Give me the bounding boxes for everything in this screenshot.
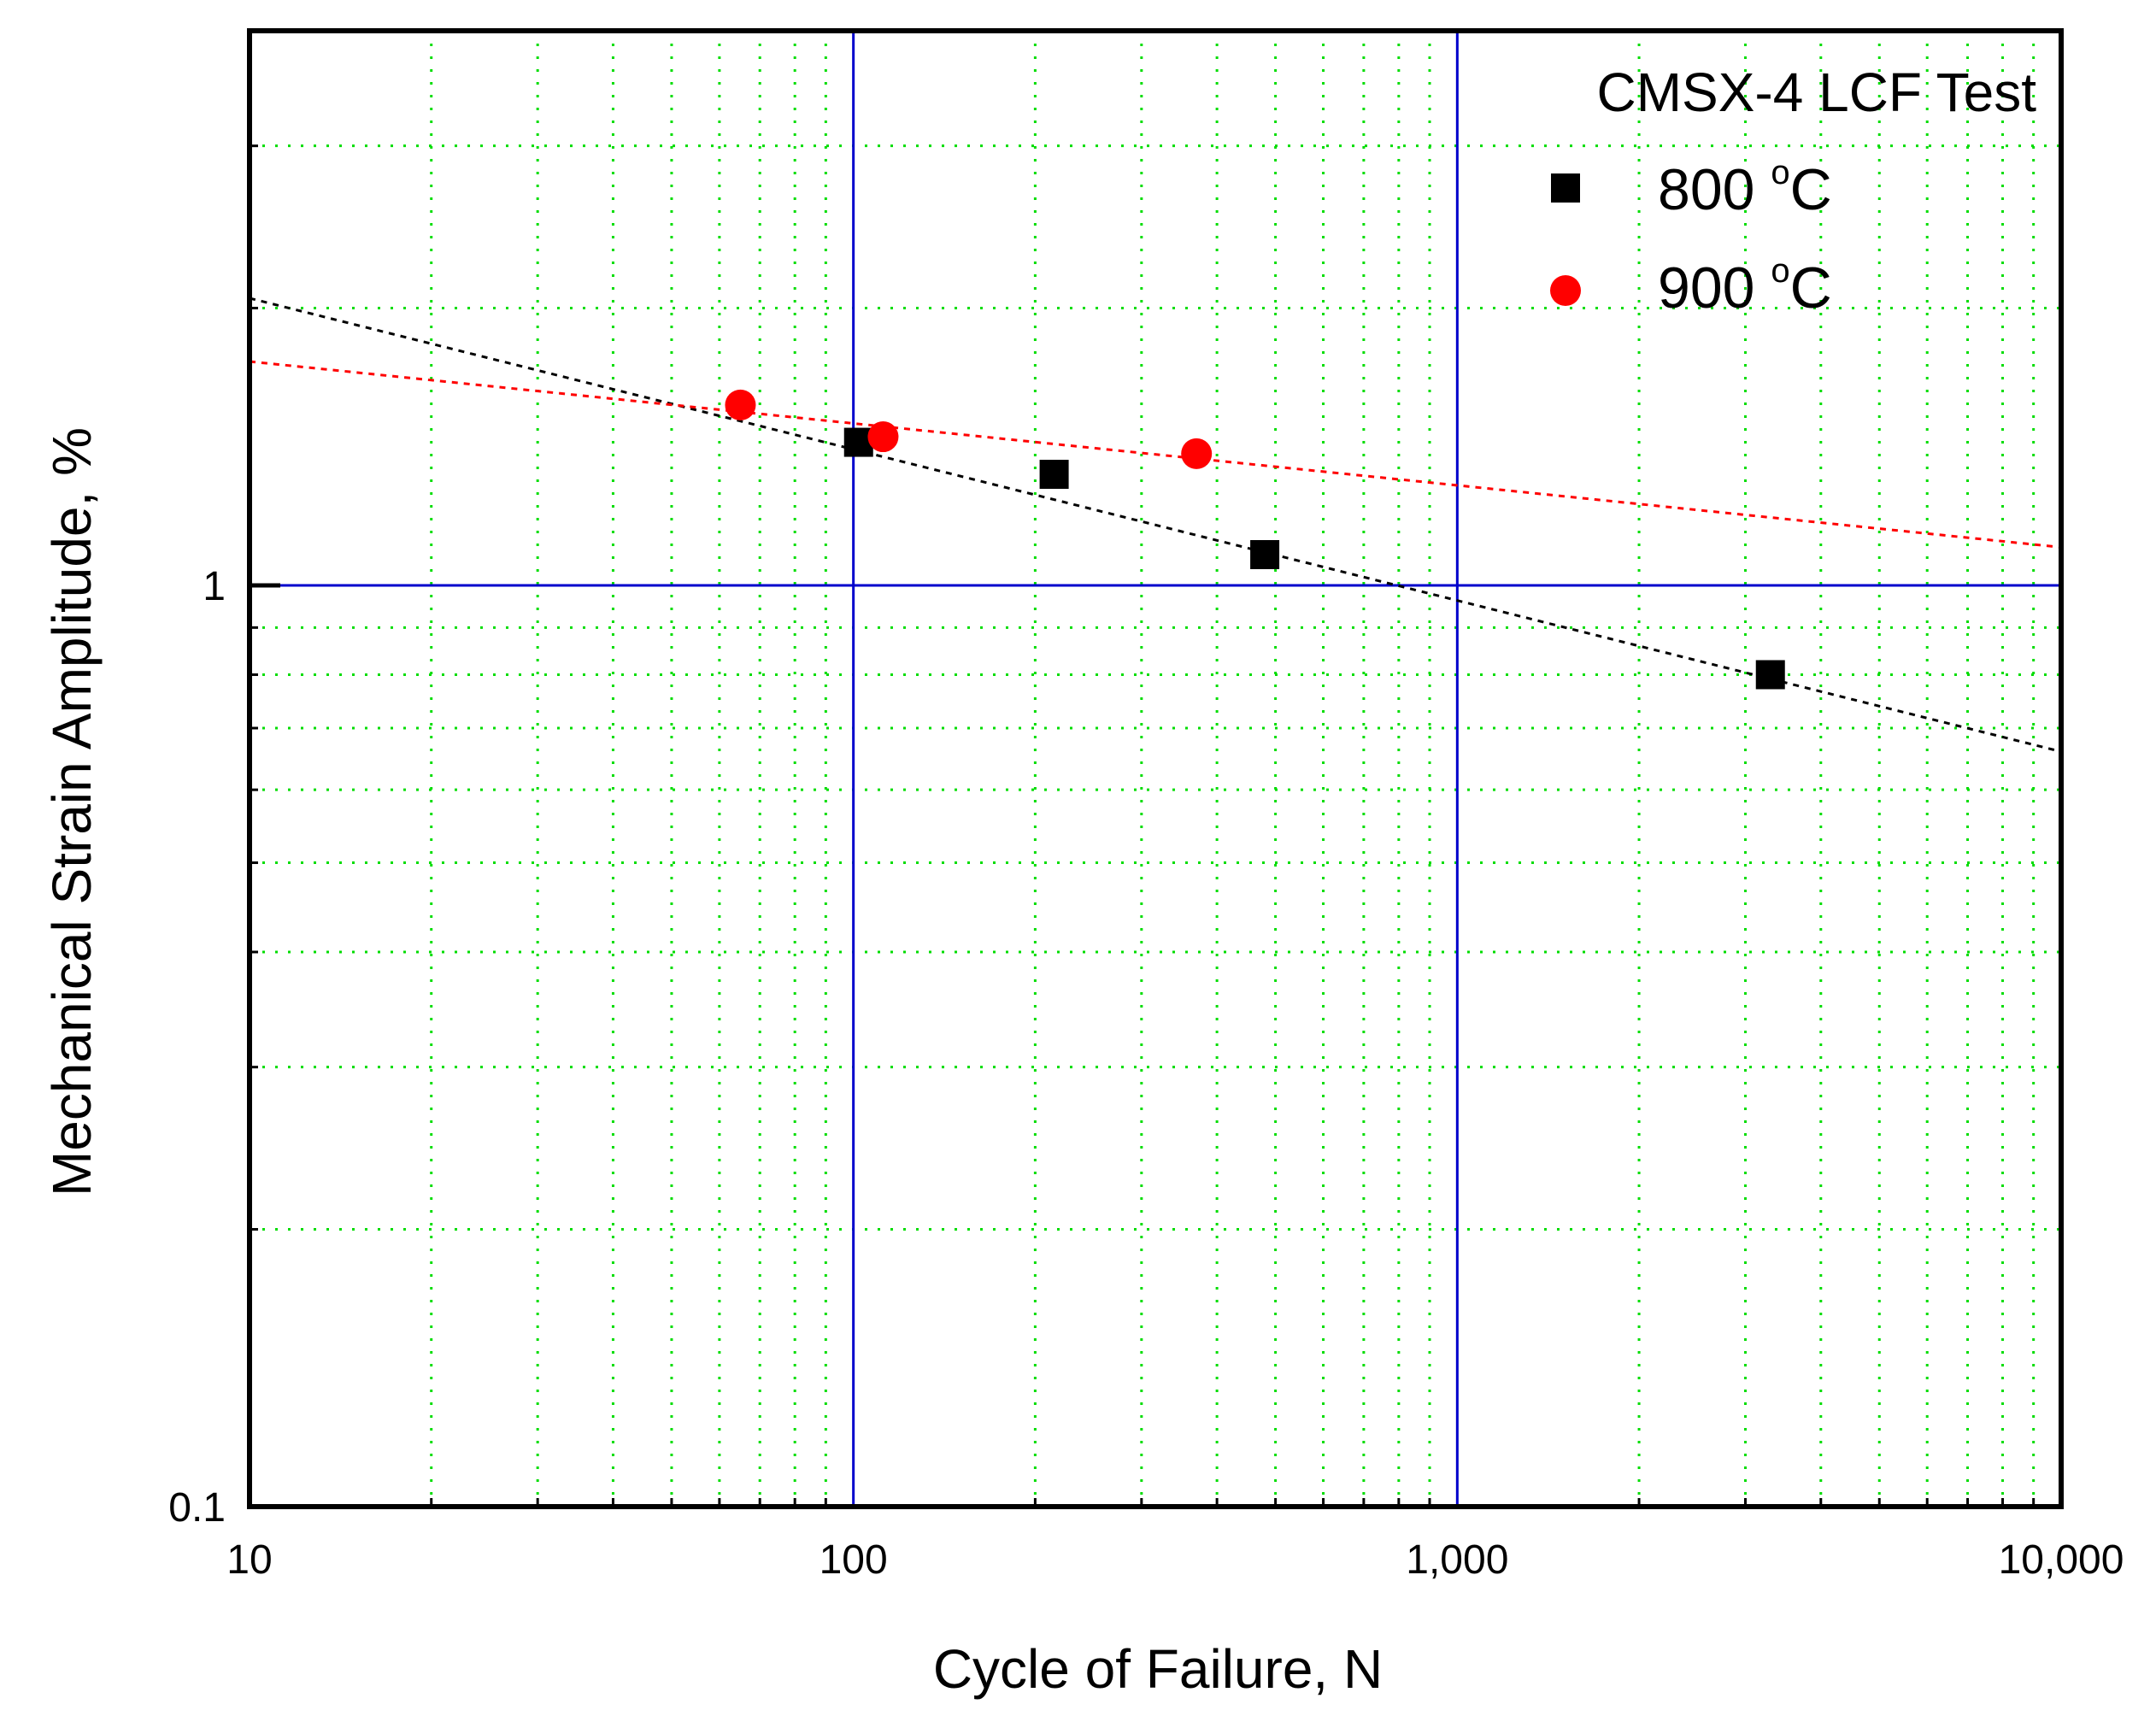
point-800 bbox=[1039, 460, 1069, 490]
point-900 bbox=[1181, 438, 1213, 469]
x-axis-title: Cycle of Failure, N bbox=[933, 1638, 1383, 1700]
point-800 bbox=[1250, 539, 1280, 569]
data-points bbox=[725, 389, 1785, 690]
legend-800-spacer bbox=[1754, 157, 1771, 222]
legend-800-degree: o bbox=[1771, 154, 1789, 191]
point-800 bbox=[1755, 660, 1785, 690]
legend-900-spacer bbox=[1754, 256, 1771, 320]
y-axis-title: Mechanical Strain Amplitude, % bbox=[41, 427, 103, 1196]
legend: CMSX-4 LCF Test 800 oC 900 oC bbox=[1550, 62, 2036, 320]
point-900 bbox=[725, 389, 756, 420]
x-tick-label: 100 bbox=[820, 1537, 888, 1583]
x-tick-label: 1,000 bbox=[1406, 1537, 1508, 1583]
legend-900-value: 900 bbox=[1658, 256, 1754, 320]
trend-line-900 bbox=[249, 360, 2062, 549]
x-tick-label: 10,000 bbox=[1999, 1537, 2124, 1583]
legend-800-unit: C bbox=[1790, 157, 1832, 222]
legend-marker-900 bbox=[1550, 275, 1581, 306]
trend-lines bbox=[249, 297, 2062, 753]
legend-900-degree: o bbox=[1771, 252, 1789, 290]
major-grid bbox=[250, 31, 2061, 1507]
x-tick-label: 10 bbox=[226, 1537, 272, 1583]
y-tick-label: 0.1 bbox=[168, 1485, 226, 1531]
axis-ticks bbox=[250, 144, 2036, 1507]
minor-grid bbox=[250, 31, 2061, 1507]
legend-label-900: 900 oC bbox=[1658, 252, 1832, 320]
legend-title: CMSX-4 LCF Test bbox=[1597, 62, 2037, 123]
trend-line-800 bbox=[249, 297, 2062, 753]
point-900 bbox=[867, 421, 899, 453]
legend-900-unit: C bbox=[1790, 256, 1832, 320]
plot-frame bbox=[247, 28, 2064, 1509]
y-tick-label: 1 bbox=[203, 564, 226, 609]
legend-800-value: 800 bbox=[1658, 157, 1754, 222]
legend-label-800: 800 oC bbox=[1658, 154, 1832, 222]
y-tick-labels: 0.11 bbox=[168, 564, 226, 1531]
legend-marker-800 bbox=[1551, 173, 1580, 203]
x-tick-labels: 10 100 1,000 10,000 bbox=[226, 1537, 2124, 1583]
point-800 bbox=[843, 427, 873, 457]
